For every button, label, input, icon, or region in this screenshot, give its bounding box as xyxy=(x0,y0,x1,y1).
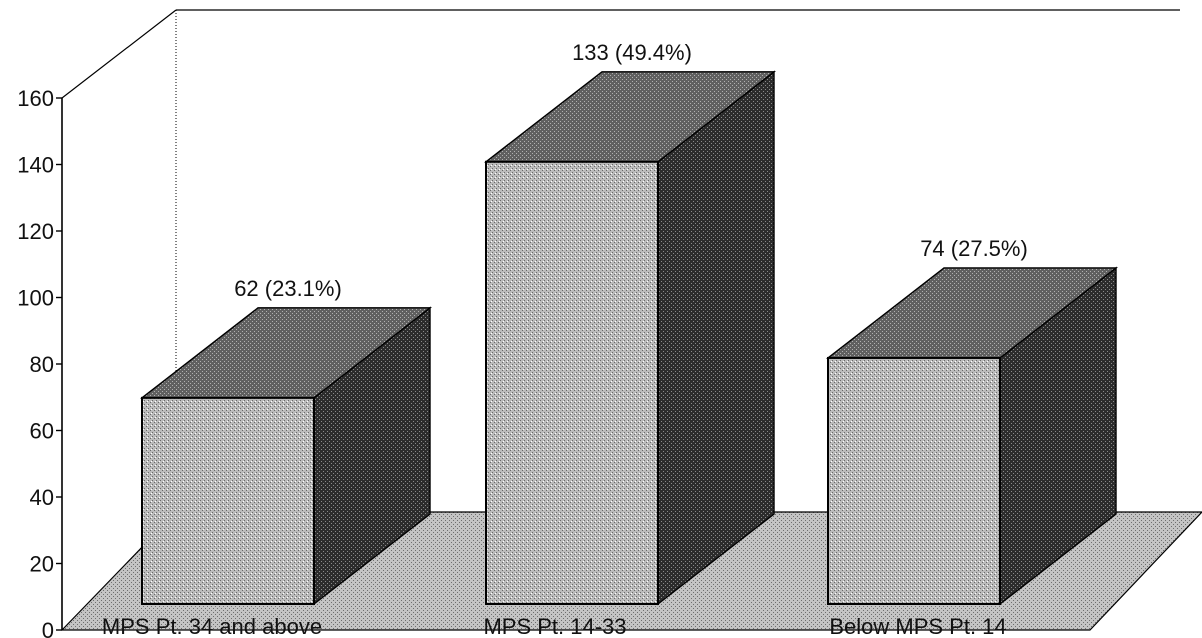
y-tick-label: 100 xyxy=(17,286,54,311)
x-category-label: MPS Pt. 14-33 xyxy=(483,614,626,638)
y-tick-label: 80 xyxy=(30,352,54,377)
y-tick-label: 20 xyxy=(30,552,54,577)
y-tick-label: 160 xyxy=(17,86,54,111)
bar: 133 (49.4%) xyxy=(483,40,777,606)
y-tick-label: 60 xyxy=(30,419,54,444)
x-category-label: MPS Pt. 34 and above xyxy=(102,614,322,638)
bar-data-label: 74 (27.5%) xyxy=(920,236,1028,261)
bars: 62 (23.1%) 133 (49.4%) 74 (27.5%) xyxy=(139,40,1119,606)
bar-data-label: 133 (49.4%) xyxy=(572,40,692,65)
bar: 74 (27.5%) xyxy=(825,236,1119,606)
bar: 62 (23.1%) xyxy=(139,276,433,606)
y-axis: 0 20 40 60 80 100 120 140 160 xyxy=(17,86,62,638)
bar-front xyxy=(827,356,1001,606)
bar-side xyxy=(657,70,775,606)
x-category-label: Below MPS Pt. 14 xyxy=(829,614,1006,638)
bar-front xyxy=(141,396,315,605)
y-tick-label: 120 xyxy=(17,219,54,244)
bar-data-label: 62 (23.1%) xyxy=(234,276,342,301)
y-tick-label: 140 xyxy=(17,153,54,178)
bar-front xyxy=(485,160,659,605)
y-tick-label: 0 xyxy=(42,618,54,638)
x-axis: MPS Pt. 34 and above MPS Pt. 14-33 Below M… xyxy=(102,614,1007,638)
y-tick-label: 40 xyxy=(30,485,54,510)
